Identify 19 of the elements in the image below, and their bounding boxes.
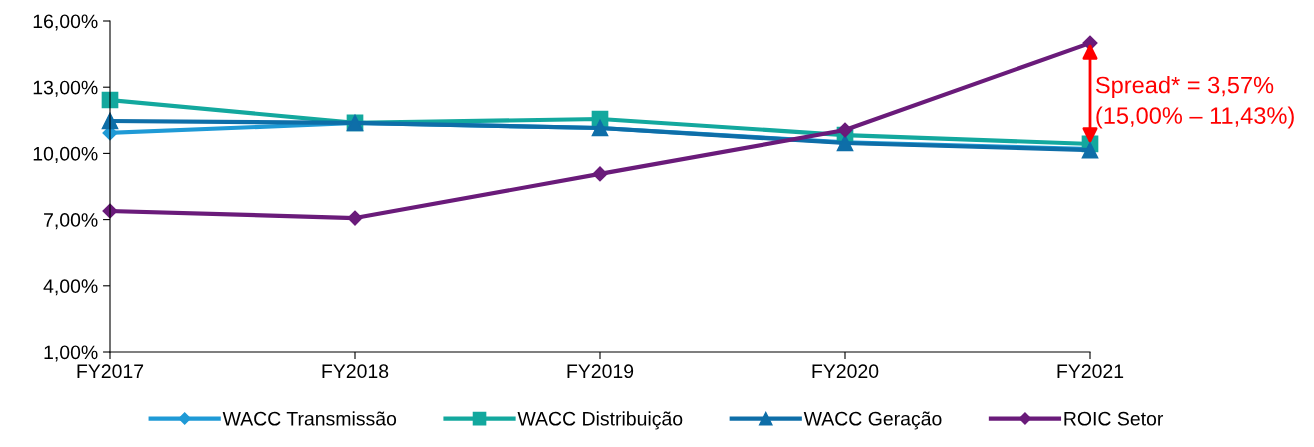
y-tick-label: 13,00% bbox=[33, 80, 98, 97]
y-tick-label: 4,00% bbox=[43, 279, 98, 296]
point bbox=[347, 210, 363, 226]
point bbox=[592, 166, 608, 182]
x-tick-label: FY2018 bbox=[322, 364, 389, 379]
annotation: Spread* = 3,57% (15,00% – 11,43%) bbox=[1095, 76, 1294, 129]
x-tick-label: FY2020 bbox=[812, 364, 879, 379]
x-tick-label: FY2021 bbox=[1057, 364, 1124, 379]
legend-label: ROIC Setor bbox=[1064, 411, 1164, 426]
point bbox=[837, 122, 853, 138]
legend-label: WACC Geração bbox=[803, 411, 942, 430]
x-tick-label: FY2019 bbox=[567, 364, 634, 379]
y-tick-label: 1,00% bbox=[44, 345, 98, 362]
y-tick-label: 7,00% bbox=[44, 213, 98, 230]
y-tick-label: 16,00% bbox=[33, 14, 98, 31]
y-tick-label: 10,00% bbox=[33, 146, 98, 163]
x-tick-label: FY2017 bbox=[77, 364, 144, 379]
legend-label: WACC Transmissão bbox=[222, 411, 397, 426]
legend-label: WACC Distribuição bbox=[517, 411, 683, 430]
